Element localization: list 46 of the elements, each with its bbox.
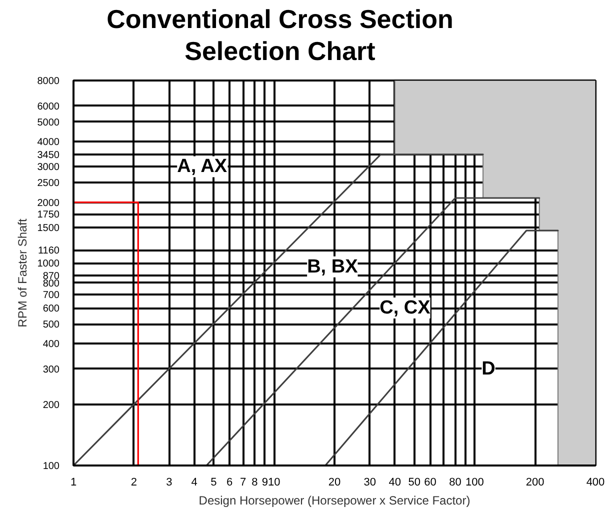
x-axis-title: Design Horsepower (Horsepower x Service Factor) (198, 494, 470, 508)
y-tick-label: 600 (42, 304, 60, 315)
y-tick-label: 700 (42, 290, 60, 302)
y-tick-label: 1160 (38, 246, 60, 257)
y-tick-label: 500 (42, 320, 60, 331)
y-tick-label: 6000 (37, 101, 60, 112)
y-tick-label: 200 (42, 400, 60, 412)
y-tick-label: 3450 (37, 150, 60, 161)
y-tick-label: 1750 (37, 210, 60, 221)
x-tick-label: 2 (130, 476, 137, 488)
x-tick-label: 200 (526, 476, 544, 488)
x-tick-label: 20 (328, 476, 341, 488)
y-axis-title: RPM of Faster Shaft (15, 218, 30, 328)
x-tick-label: 80 (449, 476, 462, 488)
x-tick-label: 60 (424, 476, 436, 488)
x-tick-label: 9 (262, 476, 268, 488)
y-tick-label: 8000 (37, 76, 60, 87)
chart-title: Conventional Cross Section Selection Chart (106, 3, 454, 67)
x-tick-label: 1 (70, 476, 77, 488)
x-tick-label: 7 (240, 476, 246, 488)
y-tick-label: 1000 (37, 258, 60, 270)
annotation: C, CX (380, 298, 431, 319)
y-tick-label: 1500 (37, 223, 60, 234)
x-tick-label: 5 (210, 476, 217, 488)
x-tick-label: 100 (466, 476, 484, 488)
annotation: A, AX (177, 156, 228, 178)
x-tick-label: 400 (586, 476, 605, 488)
x-tick-label: 30 (364, 476, 376, 488)
annotation: D (482, 358, 496, 380)
y-tick-label: 5000 (37, 117, 60, 128)
x-tick-label: 4 (191, 476, 198, 488)
y-tick-label: 2500 (37, 178, 60, 190)
x-tick-label: 10 (268, 476, 280, 488)
annotation: B, BX (307, 256, 358, 278)
y-tick-label: 100 (42, 461, 60, 472)
y-tick-label: 800 (42, 278, 60, 290)
y-tick-label: 2000 (37, 198, 60, 209)
y-tick-label: 300 (42, 364, 60, 376)
x-tick-label: 6 (226, 476, 233, 488)
x-tick-label: 50 (408, 476, 420, 488)
y-tick-label: 4000 (37, 136, 60, 148)
y-tick-label: 400 (42, 339, 60, 350)
x-tick-label: 40 (388, 476, 402, 488)
x-tick-label: 3 (166, 476, 172, 488)
y-tick-label: 3000 (37, 162, 60, 174)
x-tick-label: 8 (252, 476, 258, 488)
